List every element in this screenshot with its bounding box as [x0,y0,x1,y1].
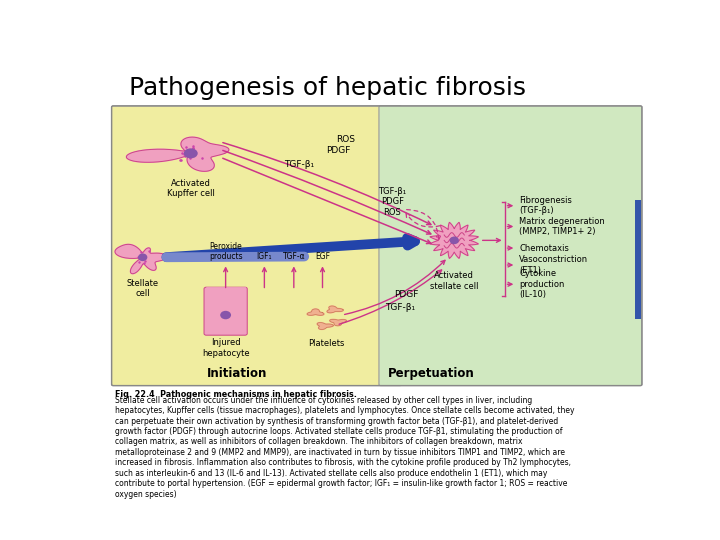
Text: Activated
Kupffer cell: Activated Kupffer cell [167,179,215,198]
Ellipse shape [138,253,148,261]
FancyArrowPatch shape [508,263,512,267]
FancyArrowPatch shape [508,204,512,208]
Ellipse shape [449,237,459,244]
Text: Peroxide
products: Peroxide products [209,242,243,261]
FancyArrowPatch shape [166,256,305,257]
Text: PDGF: PDGF [394,291,418,299]
FancyArrowPatch shape [222,158,431,244]
FancyArrowPatch shape [406,213,440,227]
FancyArrowPatch shape [320,268,325,288]
FancyBboxPatch shape [204,287,247,335]
Polygon shape [317,322,333,329]
FancyArrowPatch shape [508,246,512,250]
Polygon shape [430,222,478,258]
Text: Stellate cell activation occurs under the influence of cytokines released by oth: Stellate cell activation occurs under th… [114,396,575,498]
Text: TGF-β₁: TGF-β₁ [385,302,415,312]
Polygon shape [115,244,167,274]
FancyArrowPatch shape [292,268,296,288]
Text: Chemotaxis: Chemotaxis [519,244,570,253]
FancyBboxPatch shape [112,106,402,386]
Text: Fig. 22.4  Pathogenic mechanisms in hepatic fibrosis.: Fig. 22.4 Pathogenic mechanisms in hepat… [114,390,356,399]
Text: Initiation: Initiation [207,367,267,380]
Text: Cytokine
production
(IL-10): Cytokine production (IL-10) [519,269,564,299]
Text: Fibrogenesis
(TGF-β₁): Fibrogenesis (TGF-β₁) [519,196,572,215]
FancyArrowPatch shape [345,260,445,314]
FancyArrowPatch shape [224,268,228,288]
Text: Perpetuation: Perpetuation [387,367,474,380]
FancyArrowPatch shape [262,268,266,288]
FancyArrowPatch shape [339,270,441,324]
FancyArrowPatch shape [407,210,441,240]
Ellipse shape [220,311,231,319]
Text: Matrix degeneration
(MMP2, TIMP1+ 2): Matrix degeneration (MMP2, TIMP1+ 2) [519,217,605,236]
FancyArrowPatch shape [166,238,415,257]
Polygon shape [307,309,324,315]
FancyArrowPatch shape [222,151,431,234]
Text: Stellate
cell: Stellate cell [127,279,159,298]
Text: IGF₁: IGF₁ [256,252,272,261]
Text: TGF-α: TGF-α [282,252,305,261]
FancyBboxPatch shape [379,106,642,386]
Text: Activated
stellate cell: Activated stellate cell [430,271,479,291]
Polygon shape [330,319,346,326]
FancyArrowPatch shape [508,282,512,286]
Polygon shape [127,137,229,171]
Text: Platelets: Platelets [308,339,345,348]
Polygon shape [327,306,343,313]
Text: Injured
hepatocyte: Injured hepatocyte [202,338,249,357]
Bar [635,200,641,319]
Text: ROS: ROS [336,135,355,144]
Text: TGF-β₁
PDGF
ROS: TGF-β₁ PDGF ROS [378,187,406,217]
FancyArrowPatch shape [223,143,431,225]
Text: Pathogenesis of hepatic fibrosis: Pathogenesis of hepatic fibrosis [129,76,526,100]
Text: TGF-β₁: TGF-β₁ [284,160,315,169]
Ellipse shape [184,148,198,158]
FancyArrowPatch shape [482,239,500,242]
FancyArrowPatch shape [508,225,512,228]
Text: Vasoconstriction
(ET1): Vasoconstriction (ET1) [519,255,588,275]
Text: EGF: EGF [315,252,330,261]
Text: PDGF: PDGF [326,146,350,156]
